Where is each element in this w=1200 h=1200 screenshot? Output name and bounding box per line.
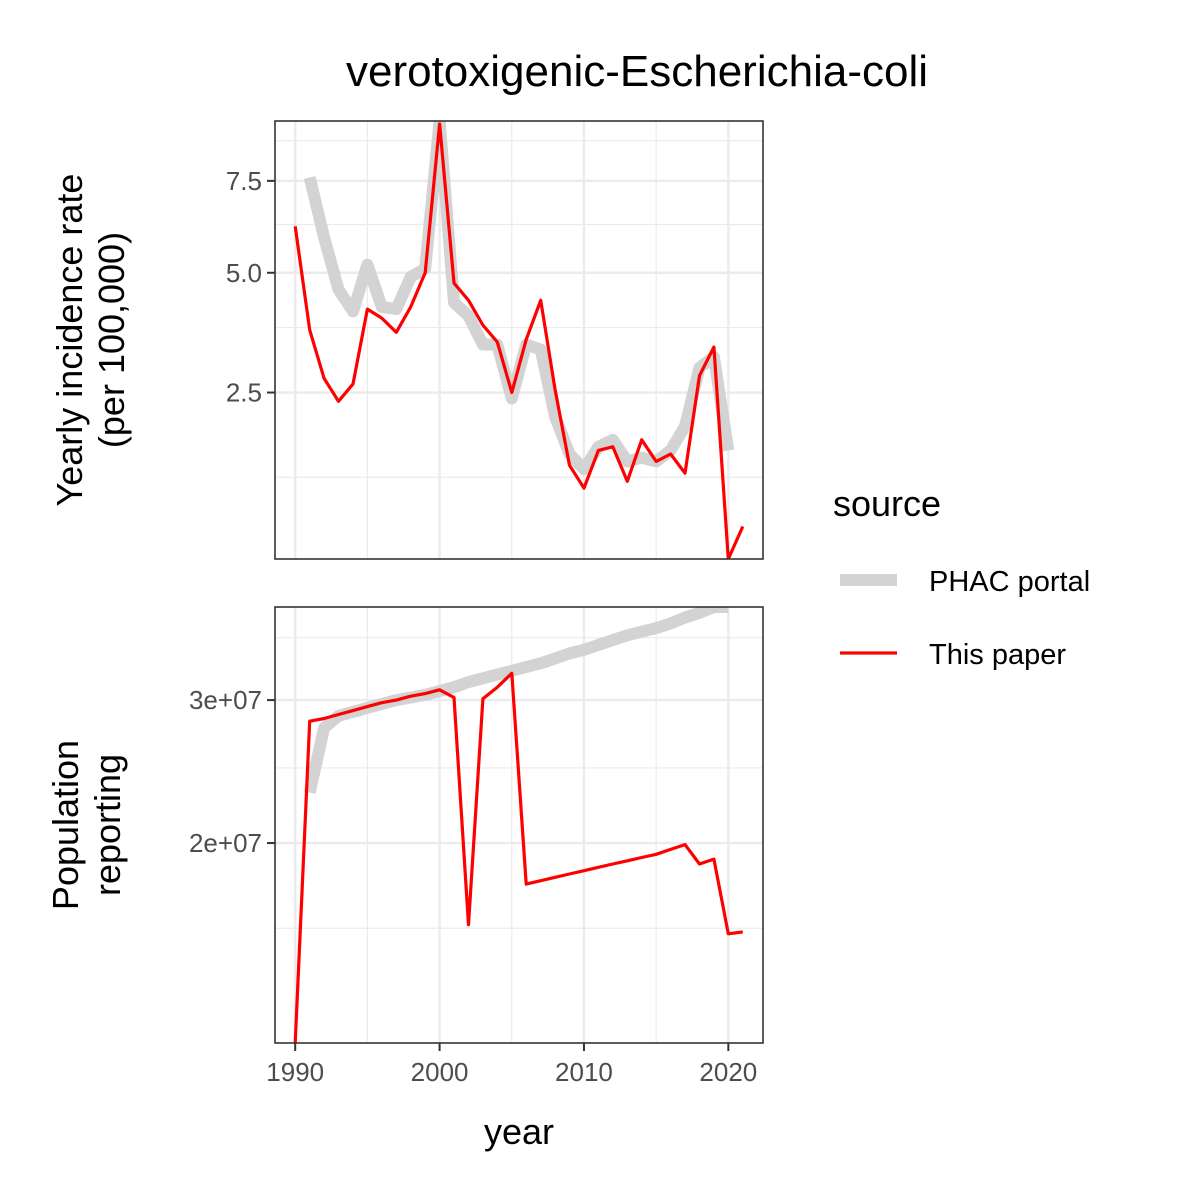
panel-series (293, 607, 744, 1043)
x-tick-label: 2020 (699, 1057, 757, 1087)
y-tick-label: 2e+07 (189, 828, 262, 858)
y-tick-label: 2.5 (226, 378, 262, 408)
panel-1: 2.5 5.0 7.5 Yearly incidence rate (per 100,0… (49, 120, 764, 560)
panel-border (274, 606, 764, 1044)
y-axis-title: (per 100,000) (91, 232, 132, 448)
series-line-this-paper (293, 122, 745, 559)
x-tick-label: 2010 (555, 1057, 613, 1087)
series-line-this-paper (293, 671, 744, 1043)
y-axis-title: Yearly incidence rate (49, 174, 90, 507)
y-axis-title: reporting (87, 754, 128, 896)
y-axis-title: Population (45, 740, 86, 910)
panel-border (274, 120, 764, 560)
x-tick-label: 2000 (411, 1057, 469, 1087)
y-tick-label: 7.5 (226, 166, 262, 196)
y-tick-label: 3e+07 (189, 685, 262, 715)
legend-title: source (833, 483, 941, 524)
y-tick-label: 5.0 (226, 258, 262, 288)
panel-series (293, 121, 745, 559)
x-tick-label: 1990 (266, 1057, 324, 1087)
facet-panels: 2.5 5.0 7.5 Yearly incidence rate (per 100,0… (45, 120, 764, 1087)
panel-2: 2e+07 3e+07 Population reporting 1990 2000 201… (45, 606, 764, 1087)
x-axis-title: year (484, 1111, 554, 1152)
legend-label-this-paper: This paper (929, 639, 1066, 671)
legend: source PHAC portal This paper (833, 483, 1090, 671)
chart-title: verotoxigenic-Escherichia-coli (346, 47, 928, 96)
legend-label-phac-portal: PHAC portal (929, 566, 1090, 598)
